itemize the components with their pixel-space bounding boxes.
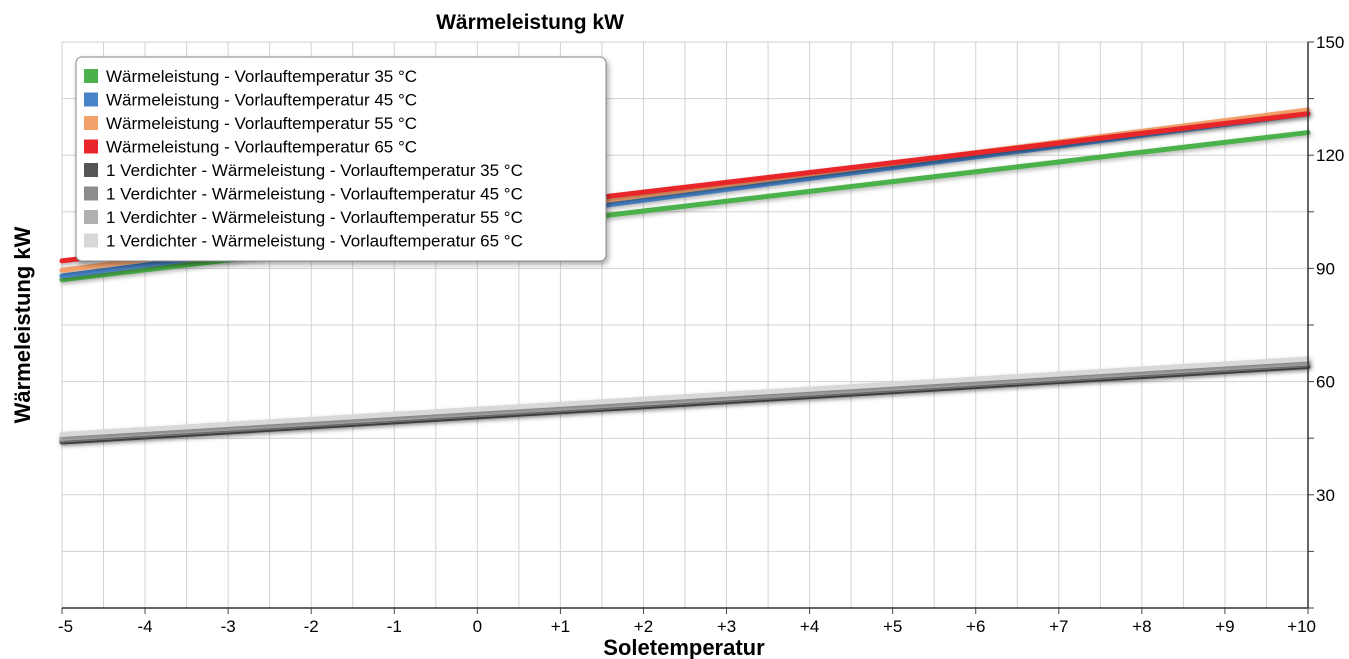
x-tick-label: +2	[634, 617, 653, 636]
legend-swatch	[84, 69, 98, 83]
x-tick-label: +5	[883, 617, 902, 636]
x-tick-label: +9	[1215, 617, 1234, 636]
y-tick-label: 90	[1316, 259, 1335, 278]
x-tick-label: -1	[387, 617, 402, 636]
x-tick-label: +6	[966, 617, 985, 636]
legend-swatch	[84, 186, 98, 201]
legend-label: Wärmeleistung - Vorlauftemperatur 65 °C	[106, 138, 417, 157]
legend-box	[75, 56, 607, 262]
legend-label: Wärmeleistung - Vorlauftemperatur 55 °C	[106, 114, 417, 133]
x-tick-label: -5	[58, 617, 73, 636]
legend-label: 1 Verdichter - Wärmeleistung - Vorlaufte…	[106, 232, 523, 251]
x-tick-label: -3	[221, 617, 236, 636]
legend-label: Wärmeleistung - Vorlauftemperatur 45 °C	[106, 91, 417, 110]
y-axis-title: Wärmeleistung kW	[10, 226, 35, 423]
y-tick-label: 120	[1316, 146, 1344, 165]
y-tick-labels: 30 60 90 120 150	[1316, 33, 1344, 505]
x-tick-label: -2	[304, 617, 319, 636]
y-tick-label: 150	[1316, 33, 1344, 52]
legend-swatch	[84, 139, 98, 154]
x-tick-label: +4	[800, 617, 819, 636]
x-tick-label: +10	[1287, 617, 1316, 636]
legend: Wärmeleistung - Vorlauftemperatur 35 °C W…	[75, 56, 607, 262]
series-line-7	[59, 360, 1311, 441]
x-tick-label: 0	[473, 617, 482, 636]
chart-title: Wärmeleistung kW	[436, 11, 624, 34]
legend-label: 1 Verdichter - Wärmeleistung - Vorlaufte…	[106, 185, 523, 204]
x-tick-label: -4	[138, 617, 153, 636]
x-tick-label: +3	[717, 617, 736, 636]
legend-label: Wärmeleistung - Vorlauftemperatur 35 °C	[106, 67, 417, 86]
legend-swatch	[84, 163, 98, 177]
y-tick-label: 60	[1316, 373, 1335, 392]
axes	[61, 41, 1314, 614]
legend-label: 1 Verdichter - Wärmeleistung - Vorlaufte…	[106, 161, 523, 180]
x-axis-title: Soletemperatur	[603, 635, 765, 659]
legend-swatch	[84, 233, 98, 248]
legend-swatch	[84, 210, 98, 224]
series-line-8	[59, 356, 1311, 437]
x-tick-label: +8	[1132, 617, 1151, 636]
x-tick-label: +1	[551, 617, 570, 636]
x-tick-labels: -5 -4 -3 -2 -1 0 +1 +2 +3 +4 +5 +6 +7 +8 +9 +10	[58, 617, 1316, 636]
y-tick-label: 30	[1316, 486, 1335, 505]
legend-swatch	[84, 116, 98, 130]
legend-swatch	[84, 92, 98, 107]
legend-label: 1 Verdichter - Wärmeleistung - Vorlaufte…	[106, 208, 523, 227]
x-tick-label: +7	[1049, 617, 1068, 636]
